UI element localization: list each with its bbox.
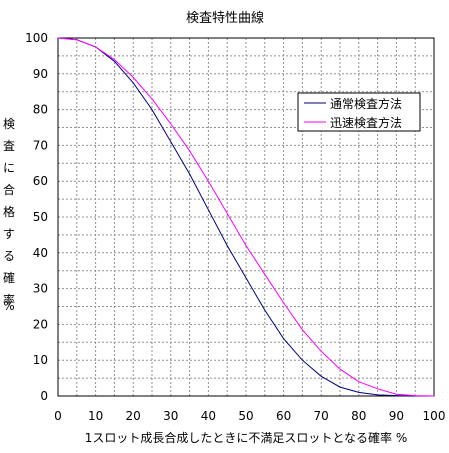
series-lines	[57, 37, 435, 397]
legend-label-rapid: 迅速検査方法	[330, 115, 402, 130]
y-tick-label: 80	[33, 103, 48, 117]
x-tick-label: 60	[276, 409, 291, 423]
y-axis-label-char: 合	[3, 182, 15, 197]
series-line-rapid	[57, 37, 435, 397]
x-tick-label: 0	[54, 409, 62, 423]
plot-frame	[57, 37, 435, 397]
x-tick-label: 70	[314, 409, 329, 423]
y-axis-label-char: す	[3, 227, 15, 241]
y-tick-label: 0	[40, 389, 48, 403]
chart-title: 検査特性曲線	[186, 10, 264, 26]
x-tick-label: 20	[126, 409, 141, 423]
y-axis-label-char: る	[3, 249, 15, 263]
y-axis-label-char: 検	[3, 117, 15, 131]
x-tick-labels: 0 10 20 30 40 50 60 70 80 90 100	[54, 409, 445, 423]
legend-box	[297, 92, 421, 132]
y-tick-label: 60	[33, 174, 48, 188]
series-line-normal	[57, 37, 434, 397]
y-tick-label: 10	[33, 353, 48, 367]
x-tick-label: 50	[238, 409, 253, 423]
x-tick-label: 90	[389, 409, 404, 423]
y-tick-label: 70	[33, 138, 48, 152]
legend: 通常検査方法 迅速検査方法	[297, 92, 421, 132]
grid	[58, 38, 434, 396]
y-tick-label: 20	[33, 317, 48, 331]
x-axis-label: 1スロット成長合成したときに不満足スロットとなる確率 %	[85, 430, 408, 445]
x-tick-label: 10	[88, 409, 103, 423]
x-tick-label: 80	[351, 409, 366, 423]
y-tick-label: 90	[33, 67, 48, 81]
legend-label-normal: 通常検査方法	[330, 96, 402, 111]
y-tick-label: 30	[33, 282, 48, 296]
y-axis-label-char: %	[3, 299, 14, 313]
y-axis-label-char: 格	[3, 204, 15, 219]
y-axis-label-char: 確	[3, 270, 15, 285]
y-tick-labels: 0 10 20 30 40 50 60 70 80 90 100	[25, 31, 48, 403]
y-tick-label: 100	[25, 31, 48, 45]
x-tick-label: 40	[201, 409, 216, 423]
y-tick-label: 50	[33, 210, 48, 224]
y-axis-label-char: 査	[3, 139, 15, 153]
y-axis-label-char: に	[3, 161, 15, 175]
y-tick-label: 40	[33, 246, 48, 260]
x-tick-label: 100	[423, 409, 446, 423]
y-axis-label-char: 率	[3, 292, 15, 307]
x-tick-label: 30	[163, 409, 178, 423]
